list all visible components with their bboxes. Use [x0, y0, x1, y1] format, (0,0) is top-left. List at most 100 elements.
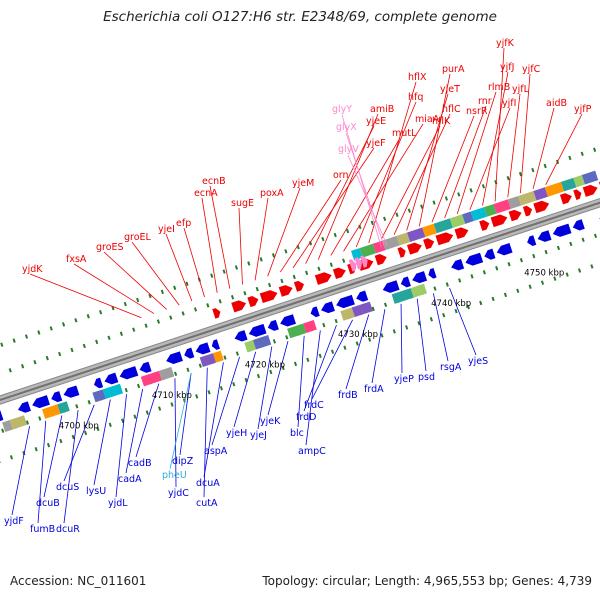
- scale-tick: [111, 305, 115, 311]
- forward-leader-line: [330, 137, 401, 256]
- reverse-gene-arrow: [451, 258, 465, 271]
- forward-feature-block: [449, 214, 466, 228]
- forward-leader-line: [368, 81, 417, 244]
- forward-leader-line: [482, 71, 509, 206]
- reverse-leader-line: [400, 303, 403, 374]
- scale-tick: [308, 240, 313, 246]
- scale-tick: [210, 273, 214, 278]
- reverse-gene-arrow: [234, 330, 248, 342]
- reverse-leader-line: [211, 356, 240, 446]
- scale-tick: [243, 290, 247, 296]
- forward-feature-block: [433, 218, 453, 234]
- scale-tick: [343, 345, 347, 350]
- reverse-gene-label: dcuR: [56, 524, 80, 535]
- scale-tick: [247, 261, 251, 266]
- gene-label-leaders: [11, 47, 583, 524]
- forward-feature-block: [560, 177, 577, 192]
- scale-tick: [12, 338, 16, 343]
- forward-gene-label: aidB: [546, 98, 567, 109]
- scale-tick: [96, 426, 100, 432]
- scale-tick: [156, 319, 161, 324]
- reverse-leader-line: [63, 404, 95, 482]
- reverse-gene-label: aspA: [204, 446, 228, 457]
- forward-gene-arrow: [247, 296, 259, 308]
- scale-tick: [432, 200, 436, 205]
- scale-tick: [232, 381, 236, 387]
- rna-gene-arrow: [360, 255, 368, 268]
- reverse-gene-label: frdA: [364, 384, 384, 395]
- reverse-leader-line: [125, 388, 144, 474]
- reverse-leader-line: [371, 309, 386, 384]
- scale-tick: [407, 208, 411, 213]
- forward-gene-arrow: [559, 193, 572, 205]
- scale-tick: [330, 349, 335, 354]
- scale-tick: [580, 151, 584, 157]
- scale-tick: [256, 373, 261, 379]
- scale-tick: [46, 442, 51, 448]
- reverse-gene-arrow: [248, 323, 267, 337]
- reverse-gene-label: yjeH: [226, 428, 247, 439]
- forward-feature-block: [422, 223, 437, 237]
- reverse-gene-label: dipZ: [172, 456, 194, 467]
- reverse-leader-line: [432, 293, 449, 362]
- scale-tick: [516, 288, 520, 294]
- scale-tick: [444, 196, 448, 201]
- genome-title: Escherichia coli O127:H6 str. E2348/69, …: [103, 9, 497, 25]
- reverse-gene-arrow: [356, 290, 369, 302]
- reverse-gene-arrow: [104, 372, 119, 385]
- scale-tick: [160, 289, 164, 295]
- forward-gene-arrow: [582, 184, 598, 197]
- scale-tick: [58, 351, 62, 357]
- forward-feature-block: [581, 170, 599, 185]
- forward-gene-arrow: [397, 247, 406, 258]
- forward-gene-label: yjeT: [440, 84, 460, 95]
- scale-tick: [136, 383, 141, 389]
- scale-tick: [322, 322, 326, 328]
- forward-leader-line: [444, 105, 487, 219]
- reverse-gene-label: dcuB: [36, 498, 60, 509]
- scale-tick: [174, 371, 178, 377]
- reverse-gene-label: dcuS: [56, 482, 79, 493]
- forward-feature-block: [493, 199, 511, 214]
- forward-leader-line: [381, 125, 441, 239]
- reverse-gene-label: frdD: [296, 412, 316, 423]
- scale-tick: [148, 293, 152, 299]
- scale-tick: [544, 249, 548, 255]
- reverse-feature-block: [287, 323, 307, 339]
- reverse-gene-arrow: [496, 243, 513, 256]
- reverse-feature-block: [158, 366, 175, 381]
- reverse-gene-label: yjdC: [168, 488, 189, 499]
- reverse-leader-line: [203, 362, 224, 478]
- forward-gene-arrow: [278, 285, 293, 297]
- reverse-gene-label: cadA: [118, 474, 142, 485]
- reverse-leader-line: [345, 314, 370, 390]
- forward-gene-label: ecnA: [194, 188, 218, 199]
- reverse-gene-label: frdB: [338, 390, 358, 401]
- scale-tick: [481, 184, 486, 189]
- forward-gene-label: mutL: [392, 128, 417, 139]
- reverse-gene-arrow: [280, 314, 296, 327]
- scale-tick: [230, 295, 235, 300]
- scale-tick: [395, 212, 399, 217]
- reverse-feature-block: [42, 404, 61, 419]
- scale-tick: [285, 335, 289, 340]
- forward-gene-label: yjfP: [574, 104, 592, 115]
- reverse-leader-line: [93, 399, 111, 486]
- forward-gene-arrow: [314, 272, 332, 285]
- reverse-gene-arrow: [428, 268, 437, 279]
- forward-gene-label: efp: [176, 218, 191, 229]
- reverse-leader-line: [135, 383, 160, 458]
- scale-tick: [457, 192, 461, 197]
- reverse-feature-block: [351, 301, 373, 318]
- scale-tick: [235, 351, 239, 356]
- forward-leader-line: [507, 93, 521, 198]
- scale-tick: [219, 386, 223, 391]
- scale-tick: [293, 361, 298, 367]
- forward-feature-block: [533, 187, 548, 201]
- scale-tick: [305, 270, 309, 276]
- reverse-gene-label: yjeS: [468, 356, 488, 367]
- reverse-gene-label: yjdF: [4, 516, 24, 527]
- scale-tick: [49, 326, 53, 331]
- forward-leader-line: [238, 207, 243, 285]
- forward-gene-arrow: [332, 267, 346, 279]
